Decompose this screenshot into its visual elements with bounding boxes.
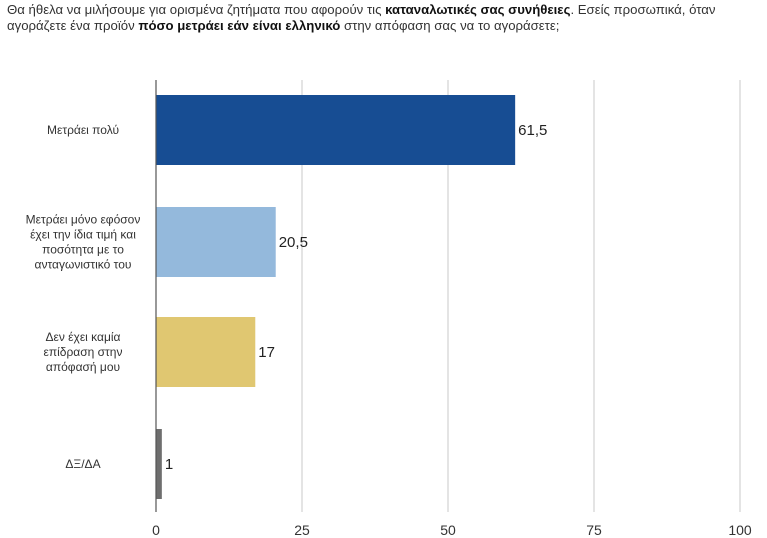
- question-bold-2: πόσο μετράει εάν είναι ελληνικό: [138, 18, 341, 33]
- question-bold-1: καταναλωτικές σας συνήθειες: [385, 2, 571, 17]
- value-label-1: 61,5: [518, 122, 547, 139]
- category-label-3-line-2: επίδραση στην: [44, 345, 123, 359]
- category-label-2-line-4: ανταγωνιστικό του: [35, 258, 132, 272]
- tick-label-0: 0: [152, 522, 160, 538]
- category-label-2-line-1: Μετράει μόνο εφόσον: [26, 213, 141, 227]
- value-label-3: 17: [258, 344, 275, 361]
- category-label-4-line-1: ΔΞ/ΔΑ: [65, 457, 100, 471]
- tick-labels: 0 25 50 75 100: [152, 522, 752, 538]
- tick-label-25: 25: [294, 522, 310, 538]
- question-text-2: . Εσείς προσωπικά, όταν αγοράζετε ένα πρ…: [7, 2, 716, 33]
- category-label-2-line-3: ποσότητα με το: [42, 243, 124, 257]
- question-text-3: στην απόφαση σας να το αγοράσετε;: [340, 18, 560, 33]
- value-label-4: 1: [165, 456, 173, 473]
- tick-label-100: 100: [728, 522, 752, 538]
- tick-label-50: 50: [440, 522, 456, 538]
- category-label-2-line-2: έχει την ίδια τιμή και: [30, 228, 136, 242]
- bar-2: [156, 207, 276, 277]
- tick-label-75: 75: [586, 522, 602, 538]
- bars: [156, 95, 516, 499]
- survey-question: Θα ήθελα να μιλήσουμε για ορισμένα ζητήμ…: [7, 2, 767, 34]
- category-label-3-line-1: Δεν έχει καμία: [45, 330, 120, 344]
- value-label-2: 20,5: [279, 234, 308, 251]
- value-labels: 61,5 20,5 17 1: [165, 122, 548, 473]
- bar-1: [156, 95, 516, 165]
- category-label-1-line-1: Μετράει πολύ: [47, 123, 119, 137]
- question-text-1: Θα ήθελα να μιλήσουμε για ορισμένα ζητήμ…: [7, 2, 386, 17]
- bar-3: [156, 317, 256, 387]
- bar-4: [156, 429, 162, 499]
- category-label-3-line-3: απόφασή μου: [46, 360, 120, 374]
